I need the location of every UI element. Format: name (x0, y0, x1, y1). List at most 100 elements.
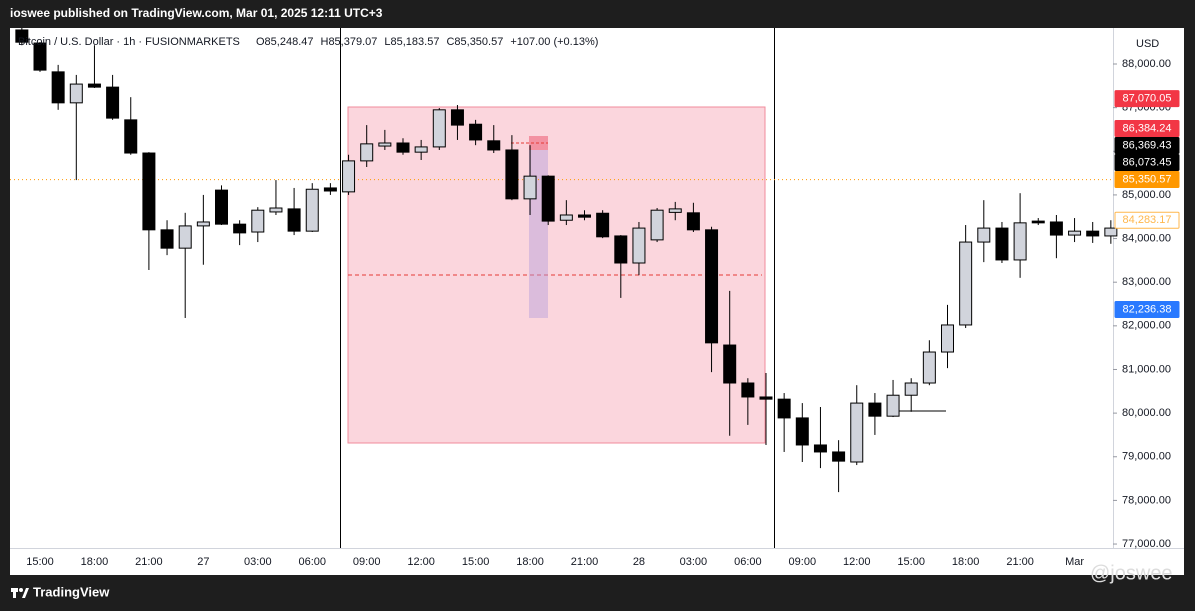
price-label-box (1114, 211, 1180, 229)
price-label: 86,073.45 (1123, 156, 1172, 168)
legend-value: H85,379.07 (321, 36, 378, 48)
plot (10, 28, 1118, 493)
candle-body (469, 123, 483, 141)
candle-body (505, 149, 519, 200)
legend-value: O85,248.47 (256, 36, 314, 48)
price-label-box (1114, 154, 1180, 172)
x-tick-label: 15:00 (897, 556, 925, 568)
price-label-box (1114, 120, 1180, 138)
banner: ioswee published on TradingView.com, Mar… (10, 6, 383, 20)
candle-body (596, 212, 610, 238)
candle-body (196, 221, 210, 227)
candle-body (777, 398, 791, 419)
candle-body (378, 142, 392, 147)
x-tick-label: 21:00 (135, 556, 163, 568)
x-tick-label: 09:00 (353, 556, 381, 568)
legend-value: L85,183.57 (384, 36, 439, 48)
x-tick-label: 15:00 (462, 556, 490, 568)
x-tick-label: 12:00 (843, 556, 871, 568)
candle-body (832, 451, 846, 462)
candle-body (959, 241, 973, 326)
candle-body (106, 86, 120, 119)
brand: TradingView (33, 584, 110, 599)
x-tick-label: 21:00 (1006, 556, 1034, 568)
x-tick-label: Mar (1065, 556, 1084, 568)
candle-body (124, 119, 138, 154)
legend-value: C85,350.57 (446, 36, 503, 48)
candle-body (414, 146, 428, 153)
x-tick-label: 18:00 (516, 556, 544, 568)
candle-body (342, 160, 356, 193)
y-tick-label: 88,000.00 (1122, 58, 1171, 70)
candle-body (396, 142, 410, 153)
candle-body (432, 109, 446, 148)
candle-body (160, 229, 174, 249)
candle-body (1031, 220, 1045, 224)
x-tick-label: 03:00 (244, 556, 272, 568)
candle-body (1068, 230, 1082, 236)
candle-body (795, 417, 809, 446)
price-label: 87,070.05 (1123, 92, 1172, 104)
candle-body (69, 83, 83, 104)
brand-logo (11, 588, 29, 598)
candle-body (686, 212, 700, 231)
x-tick-label: 18:00 (952, 556, 980, 568)
price-label-box (1114, 90, 1180, 108)
price-label-box (1114, 171, 1180, 189)
x-tick-label: 27 (197, 556, 209, 568)
candle-body (995, 227, 1009, 261)
zone-box (347, 106, 766, 444)
symbol: Bitcoin / U.S. Dollar · 1h · FUSIONMARKE… (18, 36, 240, 48)
candle-body (15, 29, 29, 43)
x-tick-label: 28 (633, 556, 645, 568)
price-label-box (1114, 137, 1180, 155)
price-label: 82,236.38 (1123, 303, 1172, 315)
candle-body (759, 396, 773, 400)
candle-body (705, 229, 719, 344)
candle-body (142, 152, 156, 231)
candle-body (178, 225, 192, 249)
y-tick-label: 82,000.00 (1122, 320, 1171, 332)
candle-body (215, 189, 228, 225)
range-highlight (529, 150, 548, 318)
candle-body (51, 71, 65, 104)
candle-body (87, 83, 101, 88)
candle-body (922, 351, 936, 384)
candle-body (287, 208, 301, 232)
y-tick-label: 79,000.00 (1122, 451, 1171, 463)
candle-body (723, 344, 737, 384)
candle-body (650, 209, 664, 241)
x-tick-label: 06:00 (298, 556, 326, 568)
candle-body (1013, 222, 1027, 261)
candle-body (251, 209, 265, 233)
candle-body (904, 382, 918, 396)
candle-body (269, 207, 283, 213)
currency: USD (1136, 38, 1159, 50)
y-tick-label: 84,000.00 (1122, 232, 1171, 244)
candle-body (450, 109, 464, 126)
candle-body (33, 42, 47, 71)
watermark: @joswee (1090, 562, 1173, 584)
x-tick-label: 18:00 (81, 556, 109, 568)
candle-body (850, 402, 864, 463)
candle-body (1086, 230, 1100, 237)
price-label-box (1114, 301, 1180, 319)
candle-body (523, 175, 537, 200)
candle-body (559, 214, 573, 221)
candle-body (323, 187, 337, 192)
candle-body (813, 444, 827, 453)
y-tick-label: 81,000.00 (1122, 363, 1171, 375)
candle-body (614, 235, 628, 264)
x-tick-label: 06:00 (734, 556, 762, 568)
candle-body (886, 394, 900, 417)
price-label: 86,369.43 (1123, 139, 1172, 151)
candle-body (541, 175, 555, 222)
x-tick-label: 12:00 (407, 556, 435, 568)
candle-body (977, 227, 991, 243)
candle-body (360, 143, 374, 162)
candle-body (487, 140, 501, 151)
legend-value: +107.00 (+0.13%) (510, 36, 598, 48)
price-label: 86,384.24 (1123, 122, 1172, 134)
x-tick-label: 21:00 (571, 556, 599, 568)
